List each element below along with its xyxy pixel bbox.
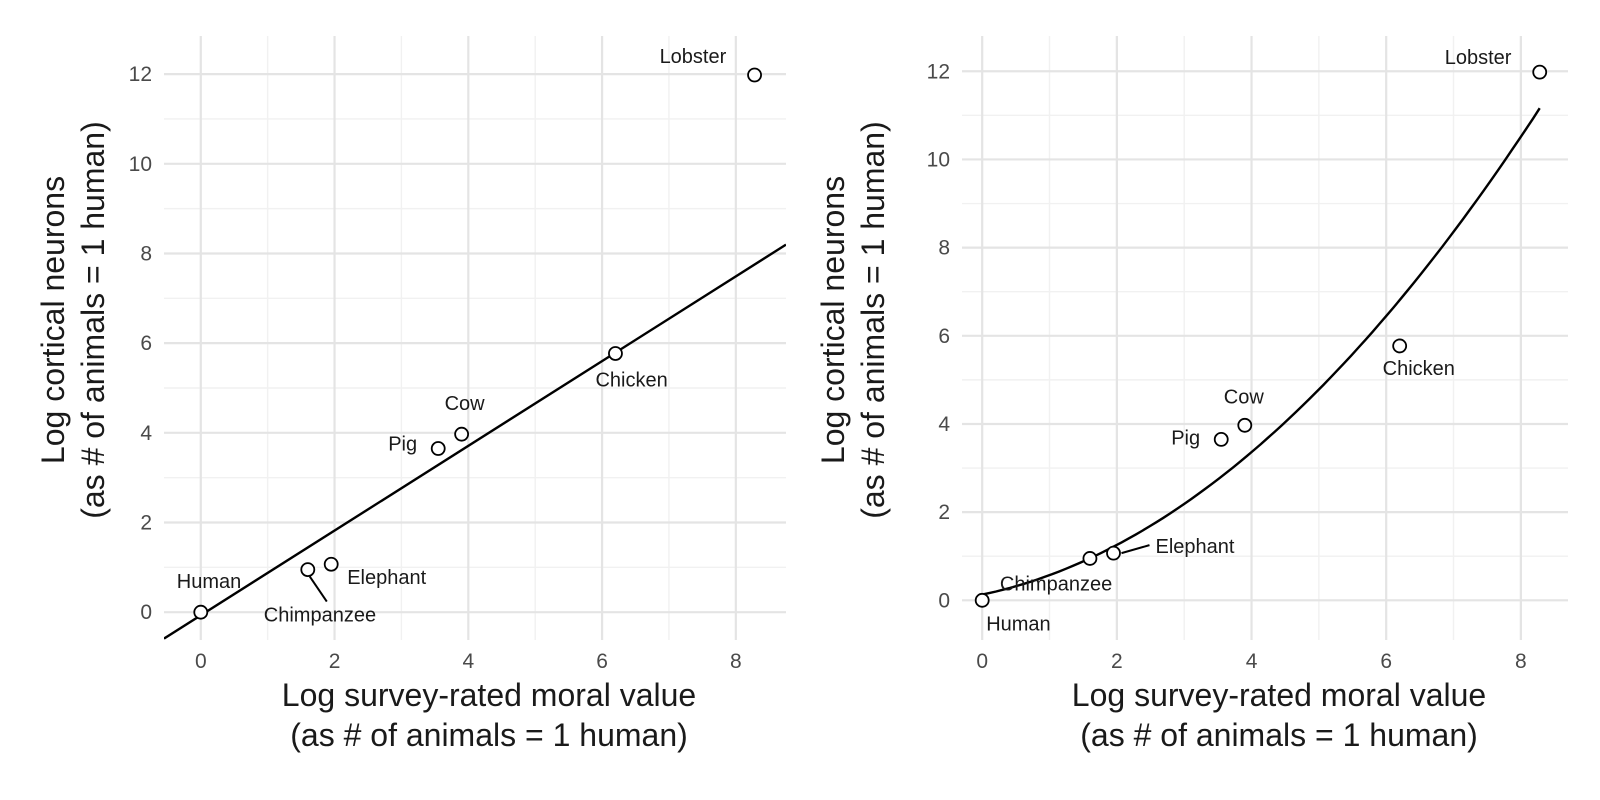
y-tick-label: 8 xyxy=(140,242,152,265)
point-lobster xyxy=(1532,64,1548,80)
y-tick-label: 2 xyxy=(140,512,152,535)
point-elephant xyxy=(1106,545,1121,561)
y-tick-label: 6 xyxy=(938,325,950,348)
gridlines xyxy=(164,36,786,640)
point-label-chicken: Chicken xyxy=(1383,358,1455,380)
point-label-human: Human xyxy=(986,613,1050,635)
y-axis-title-line-2: (as # of animals = 1 human) xyxy=(855,121,891,519)
point-label-chimpanzee: Chimpanzee xyxy=(1000,573,1112,595)
x-axis-title-line-1: Log survey-rated moral value xyxy=(1072,677,1486,713)
x-tick-label: 8 xyxy=(1515,650,1527,673)
left-panel: 0 2 4 6 8 0 2 4 6 8 10 12 Human Chimpanzee Elephant Pig… xyxy=(35,36,786,753)
point-label-elephant: Elephant xyxy=(1156,536,1235,558)
label-leader-chimpanzee xyxy=(308,576,328,603)
x-tick-label: 4 xyxy=(1246,650,1258,673)
point-chicken xyxy=(608,346,623,361)
x-tick-label: 4 xyxy=(462,650,474,673)
point-label-cow: Cow xyxy=(1224,386,1265,408)
right-panel: 0 2 4 6 8 0 2 4 6 8 10 12 Human Chimpanzee Elephant Pig… xyxy=(815,36,1568,753)
y-axis-title-line-2: (as # of animals = 1 human) xyxy=(75,121,111,519)
point-label-pig: Pig xyxy=(388,434,417,456)
y-tick-label: 0 xyxy=(938,589,950,612)
point-elephant xyxy=(323,556,339,572)
y-tick-label: 6 xyxy=(140,332,152,355)
x-tick-label: 6 xyxy=(596,650,608,673)
y-tick-label: 12 xyxy=(927,60,950,83)
point-label-human: Human xyxy=(177,571,241,593)
y-axis-title-line-1: Log cortical neurons xyxy=(35,176,71,464)
regression-line xyxy=(164,243,786,640)
point-pig xyxy=(430,441,446,456)
point-cow xyxy=(1237,417,1253,433)
x-tick-label: 6 xyxy=(1380,650,1392,673)
y-tick-label: 10 xyxy=(129,153,152,176)
y-tick-label: 12 xyxy=(129,63,152,86)
point-chimpanzee xyxy=(300,562,316,578)
point-label-chicken: Chicken xyxy=(595,369,667,391)
point-pig xyxy=(1213,432,1229,447)
point-label-pig: Pig xyxy=(1171,427,1200,449)
label-leader-elephant xyxy=(1121,544,1150,555)
fit-curve xyxy=(981,107,1541,596)
y-axis-title-line-1: Log cortical neurons xyxy=(815,176,851,464)
x-axis-title-line-2: (as # of animals = 1 human) xyxy=(1080,717,1478,753)
x-tick-label: 0 xyxy=(195,650,207,673)
y-tick-label: 4 xyxy=(938,413,950,436)
point-cow xyxy=(454,426,470,442)
y-tick-label: 10 xyxy=(927,148,950,171)
x-axis-title-line-1: Log survey-rated moral value xyxy=(282,677,696,713)
point-label-elephant: Elephant xyxy=(347,567,426,589)
point-label-lobster: Lobster xyxy=(1445,47,1512,69)
x-tick-label: 2 xyxy=(1111,650,1123,673)
y-tick-label: 2 xyxy=(938,501,950,524)
point-lobster xyxy=(747,67,762,83)
point-label-chimpanzee: Chimpanzee xyxy=(264,605,376,627)
point-label-cow: Cow xyxy=(445,393,486,415)
point-human xyxy=(974,592,990,608)
y-tick-label: 8 xyxy=(938,237,950,260)
x-axis-title-line-2: (as # of animals = 1 human) xyxy=(290,717,688,753)
point-label-lobster: Lobster xyxy=(660,46,727,68)
y-tick-label: 0 xyxy=(140,601,152,624)
x-tick-label: 2 xyxy=(329,650,341,673)
point-chimpanzee xyxy=(1082,551,1098,566)
x-tick-label: 8 xyxy=(730,650,742,673)
y-tick-label: 4 xyxy=(140,422,152,445)
x-tick-label: 0 xyxy=(976,650,988,673)
gridlines xyxy=(962,36,1568,640)
point-human xyxy=(193,604,209,620)
point-chicken xyxy=(1392,338,1408,354)
